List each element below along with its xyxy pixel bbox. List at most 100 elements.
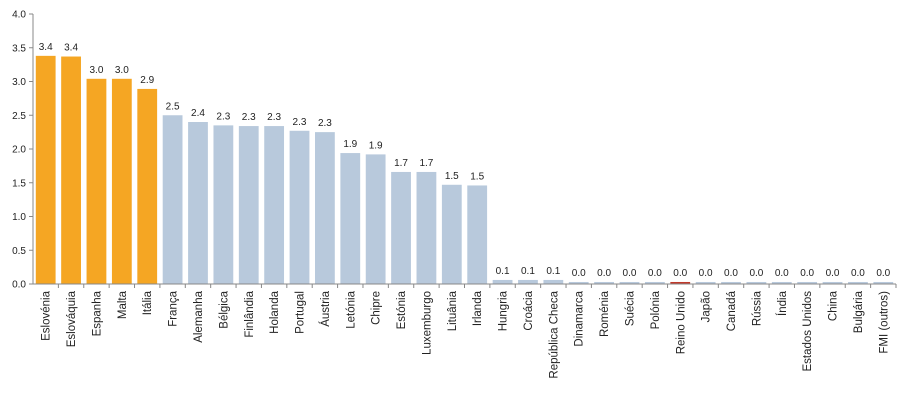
x-tick-label: Luxemburgo [421,291,433,355]
data-label: 3.4 [64,43,78,54]
data-label: 0.0 [826,268,840,279]
x-tick-label: Hungria [498,290,510,331]
x-tick-label: Índia [776,290,789,316]
data-label: 0.0 [623,268,637,279]
x-tick-label: China [828,290,840,321]
x-tick-label: Estónia [396,290,408,329]
x-tick-label: Estados Unidos [802,291,814,372]
x-tick-label: Croácia [523,290,535,330]
bar [111,78,132,284]
bar [391,171,411,284]
data-label: 2.3 [242,112,256,123]
data-label: 0.0 [724,268,738,279]
x-tick-label: Bulgária [853,290,865,333]
y-tick-label: 3.5 [12,43,26,54]
y-tick-label: 1.5 [12,178,26,189]
data-label: 0.1 [496,266,510,277]
data-label: 2.9 [140,75,154,86]
y-tick-label: 0.5 [12,246,26,257]
x-tick-label: Malta [117,290,129,319]
bar [188,122,208,284]
bar [797,281,818,284]
x-tick-label: Bélgica [218,290,230,328]
data-label: 0.0 [648,268,662,279]
bar [162,115,183,284]
y-tick-label: 2.5 [12,111,26,122]
bar [441,184,462,284]
bar [289,130,310,284]
data-label: 3.4 [39,42,53,53]
data-label: 1.7 [394,158,408,169]
bar [594,281,615,284]
data-label: 0.1 [521,266,535,277]
data-label: 0.0 [851,268,865,279]
data-label: 0.0 [572,268,586,279]
data-label: 0.0 [699,268,713,279]
bar [822,281,843,284]
x-tick-label: Portugal [295,291,307,334]
x-tick-label: Áustria [319,290,332,326]
data-label: 0.1 [546,266,560,277]
data-label: 3.0 [90,65,104,76]
data-label: 0.0 [876,268,890,279]
bar [746,281,767,284]
bar [518,279,538,284]
data-label: 2.3 [293,117,307,128]
bar [35,55,56,284]
x-tick-label: Eslovénia [41,290,53,340]
x-tick-label: Alemanha [193,290,205,342]
bar [619,281,640,284]
data-label: 1.9 [343,139,357,150]
x-tick-label: Japão [701,291,713,322]
x-tick-label: França [168,290,180,326]
bar [213,125,234,284]
bar [492,279,513,284]
y-tick-label: 2.0 [12,145,26,156]
bar [264,126,285,284]
x-tick-label: República Checa [548,290,560,378]
category-labels: Eslovénia Eslováquia Espanha Malta Itália Fra… [41,284,897,379]
x-tick-label: Irlanda [472,290,484,326]
x-tick-label: Polónia [650,290,662,329]
x-tick-label: Itália [142,290,154,315]
data-label: 0.0 [673,268,687,279]
data-label: 2.3 [216,111,230,122]
x-tick-label: Espanha [91,290,103,336]
x-tick-label: Suécia [624,290,636,326]
bar [314,132,335,284]
bar [695,281,716,284]
bar [721,281,741,284]
bar [568,281,589,284]
x-tick-label: Dinamarca [574,290,586,346]
data-label: 0.0 [775,268,789,279]
data-label: 0.0 [749,268,763,279]
y-tick-label: 0.0 [12,280,26,291]
x-tick-label: Roménia [599,290,611,337]
data-label: 2.3 [267,112,281,123]
x-tick-label: Holanda [269,290,281,333]
bar [848,281,868,284]
bar [543,279,564,284]
data-label: 1.5 [470,171,484,182]
y-axis: 0.0 0.5 1.0 1.5 2.0 2.5 3.0 3.5 4.0 [12,10,34,291]
data-label: 3.0 [115,65,129,76]
bar [644,281,665,284]
x-tick-label: Letónia [345,290,357,328]
bar [61,56,81,285]
bar [86,78,107,284]
data-label: 1.9 [369,140,383,151]
data-label: 1.5 [445,171,459,182]
data-label: 2.4 [191,108,205,119]
bar [873,281,894,284]
x-tick-label: Rússia [751,290,763,326]
data-label: 0.0 [800,268,814,279]
data-label: 1.7 [419,158,433,169]
x-tick-label: Finlândia [244,290,256,337]
y-tick-label: 3.0 [12,77,26,88]
bar [137,88,158,284]
bar [771,281,792,284]
bar [365,154,386,284]
x-tick-label: Eslováquia [66,290,78,347]
data-label: 0.0 [597,268,611,279]
